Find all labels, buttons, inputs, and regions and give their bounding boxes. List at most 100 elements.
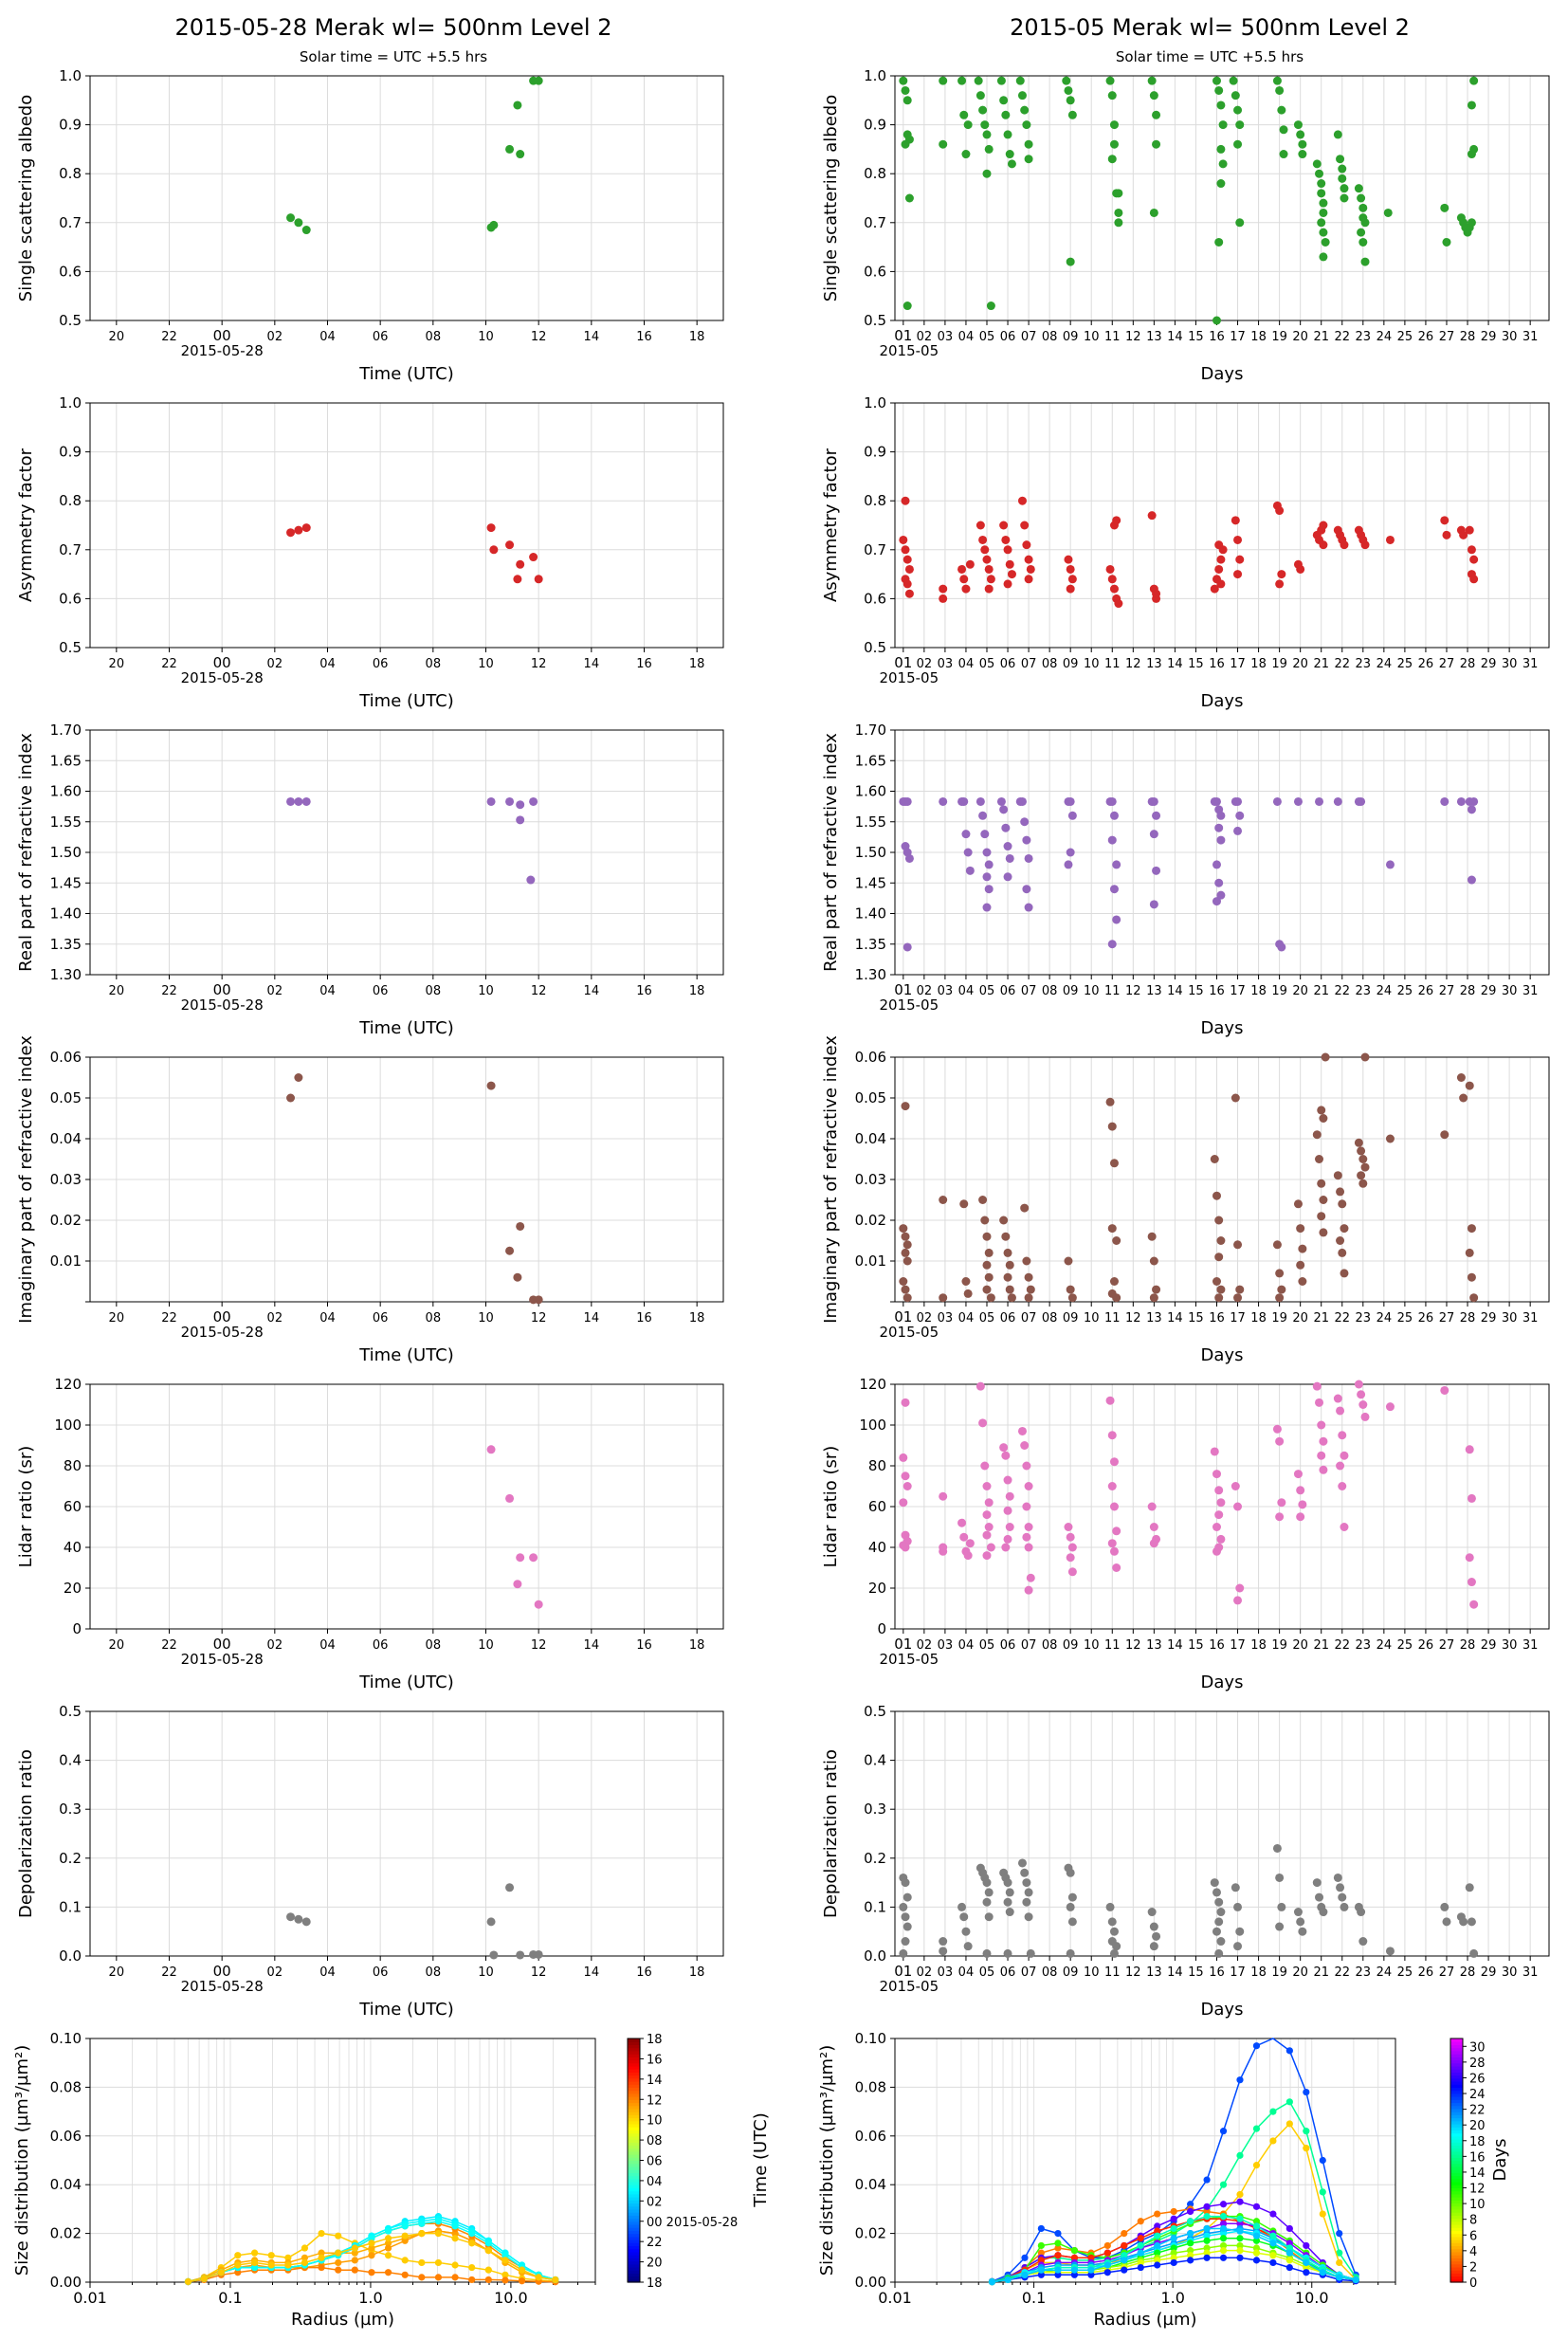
data-point xyxy=(1315,1398,1324,1407)
data-point xyxy=(1024,1888,1033,1897)
data-point xyxy=(1109,1457,1119,1467)
colorbar-segment xyxy=(628,2120,640,2125)
data-point xyxy=(1385,1947,1395,1956)
data-point xyxy=(903,1892,912,1902)
colorbar-tick-label: 8 xyxy=(1469,2214,1477,2228)
colorbar-tick-label: 22 xyxy=(1469,2104,1486,2118)
series-point xyxy=(1037,2266,1045,2274)
data-point xyxy=(982,872,992,882)
data-point xyxy=(1212,1927,1221,1936)
tick-label-x: 11 xyxy=(1104,657,1121,671)
colorbar-segment xyxy=(1450,2139,1463,2143)
data-point xyxy=(1317,179,1326,189)
data-point xyxy=(1024,575,1033,584)
tick-label-x: 1.0 xyxy=(1160,2289,1184,2307)
tick-label-y: 0.6 xyxy=(864,590,886,607)
series-point xyxy=(418,2230,426,2238)
data-point xyxy=(1296,1917,1305,1927)
tick-label-x: 1.0 xyxy=(358,2289,382,2307)
tick-label-x: 28 xyxy=(1460,330,1476,344)
data-point xyxy=(901,496,910,505)
tick-label-x: 00 xyxy=(213,327,231,344)
data-point xyxy=(1275,579,1285,589)
data-point xyxy=(1152,811,1161,820)
data-point xyxy=(505,1883,515,1892)
data-point xyxy=(1017,1426,1027,1435)
series-point xyxy=(1037,2241,1045,2250)
colorbar-tick-label: 6 xyxy=(1469,2229,1477,2243)
data-point xyxy=(1459,1917,1468,1927)
data-point xyxy=(1022,1897,1031,1907)
data-point xyxy=(1357,1146,1366,1156)
series-point xyxy=(1219,2201,1228,2208)
data-point xyxy=(965,559,975,569)
tick-label-y: 0.05 xyxy=(50,1089,82,1106)
data-point xyxy=(978,811,988,820)
data-point xyxy=(1358,1400,1368,1409)
tick-label-x: 19 xyxy=(1271,330,1287,344)
data-point xyxy=(294,218,303,228)
tick-label-x: 24 xyxy=(1377,1965,1393,1980)
data-point xyxy=(901,1878,910,1888)
data-point xyxy=(1152,1931,1161,1941)
series-point xyxy=(1087,2271,1095,2278)
data-point xyxy=(1218,159,1228,169)
colorbar-segment xyxy=(628,2102,640,2107)
tick-label-x: 0.1 xyxy=(218,2289,242,2307)
data-point xyxy=(999,805,1009,814)
tick-label-x: 03 xyxy=(938,330,954,344)
date-label: 2015-05 xyxy=(879,342,939,359)
series-point xyxy=(1319,2210,1326,2218)
tick-label-x: 22 xyxy=(1334,330,1350,344)
data-point xyxy=(1233,1596,1243,1605)
tick-label-x: 14 xyxy=(1167,1638,1183,1653)
colorbar-segment xyxy=(628,2278,640,2283)
colorbar-segment xyxy=(1450,2230,1463,2235)
colorbar-segment xyxy=(1450,2120,1463,2125)
data-point xyxy=(1149,1523,1158,1531)
data-point xyxy=(1001,823,1011,832)
colorbar-tick-label: 12 xyxy=(1469,2183,1486,2197)
data-point xyxy=(982,1482,992,1490)
series-point xyxy=(1285,2047,1293,2055)
data-point xyxy=(1066,1902,1075,1911)
series-point xyxy=(468,2263,476,2272)
colorbar-segment xyxy=(1450,2200,1463,2204)
series-point xyxy=(401,2271,409,2278)
tick-label-x: 04 xyxy=(958,1311,975,1325)
data-point xyxy=(1296,1512,1305,1522)
data-point xyxy=(961,1277,971,1286)
data-point xyxy=(1024,1272,1033,1282)
data-point xyxy=(1231,1093,1240,1103)
colorbar-segment xyxy=(1450,2075,1463,2079)
data-point xyxy=(1317,189,1326,198)
colorbar-segment xyxy=(1450,2041,1463,2046)
data-point xyxy=(1024,1912,1033,1922)
tick-label-x: 30 xyxy=(1502,657,1518,671)
tick-label-x: 11 xyxy=(1104,1638,1121,1653)
panel-asym_month: 0.5 0.6 0.7 0.8 0.9 1.0 01 02 03 04 05 06 07 08 09 10 11… xyxy=(821,394,1550,711)
series-point xyxy=(1037,2224,1045,2233)
data-point xyxy=(1358,1179,1368,1188)
x-axis-label: Time (UTC) xyxy=(358,1673,454,1692)
tick-label-x: 22 xyxy=(161,1311,177,1325)
tick-label-y: 1.0 xyxy=(59,67,82,84)
data-point xyxy=(1112,1293,1121,1303)
data-point xyxy=(1360,1052,1370,1062)
colorbar-segment xyxy=(1450,2117,1463,2122)
tick-label-x: 31 xyxy=(1522,1965,1539,1980)
tick-label-x: 19 xyxy=(1271,1311,1287,1325)
tick-label-x: 08 xyxy=(426,657,442,671)
colorbar-segment xyxy=(628,2142,640,2147)
data-point xyxy=(1296,1260,1305,1270)
data-point xyxy=(1107,1539,1117,1548)
data-point xyxy=(505,796,515,806)
data-point xyxy=(1340,1523,1349,1531)
series-point xyxy=(1285,2098,1293,2106)
data-point xyxy=(901,1232,910,1241)
tick-label-x: 06 xyxy=(1000,1638,1016,1653)
data-point xyxy=(1112,1526,1121,1536)
data-point xyxy=(489,545,499,555)
data-point xyxy=(1210,1878,1219,1888)
data-point xyxy=(1066,564,1075,574)
